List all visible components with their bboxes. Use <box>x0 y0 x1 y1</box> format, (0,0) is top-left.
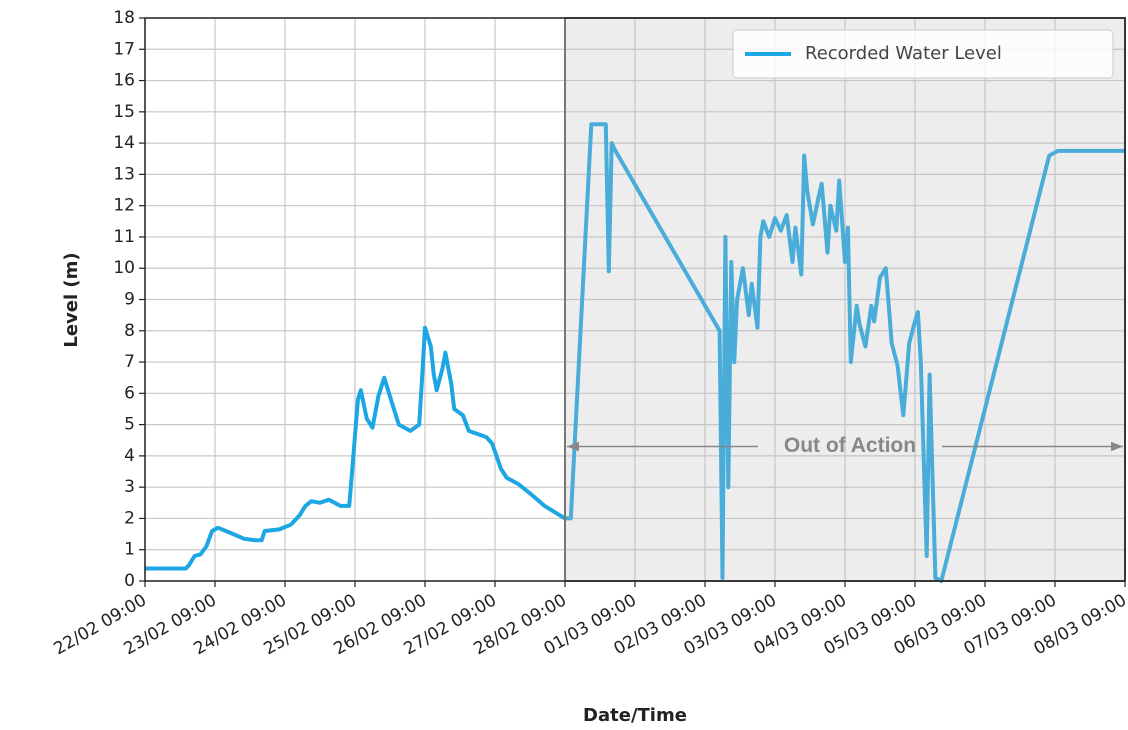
y-tick-label: 9 <box>124 290 135 310</box>
y-tick-label: 16 <box>113 71 135 91</box>
y-tick-label: 13 <box>113 164 135 184</box>
y-tick-label: 11 <box>113 227 135 247</box>
shaded-region <box>564 17 1126 582</box>
y-tick-label: 10 <box>113 258 135 278</box>
legend-box <box>732 29 1114 79</box>
y-tick-label: 3 <box>124 477 135 497</box>
y-tick-label: 14 <box>113 133 135 153</box>
y-tick-label: 0 <box>124 571 135 591</box>
legend-label: Recorded Water Level <box>805 43 1002 64</box>
y-tick-label: 2 <box>124 508 135 528</box>
annotation: Out of Action <box>784 434 916 457</box>
plot-frame <box>144 17 1126 582</box>
x-axis-label: Date/Time <box>583 705 687 726</box>
y-tick-label: 15 <box>113 102 135 122</box>
y-tick-label: 1 <box>124 540 135 560</box>
y-tick-label: 6 <box>124 383 135 403</box>
y-axis-label: Level (m) <box>61 252 82 347</box>
data-line <box>145 122 1125 583</box>
y-tick-label: 8 <box>124 321 135 341</box>
y-tick-label: 7 <box>124 352 135 372</box>
y-tick-label: 17 <box>113 39 135 59</box>
y-tick-label: 12 <box>113 196 135 216</box>
y-tick-label: 4 <box>124 446 135 466</box>
y-tick-label: 5 <box>124 415 135 435</box>
y-tick-label: 18 <box>113 8 135 28</box>
